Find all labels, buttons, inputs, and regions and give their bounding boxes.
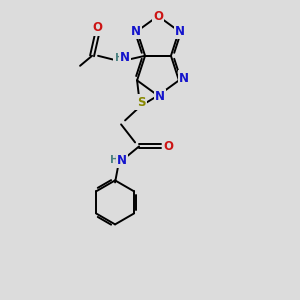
Text: H: H [110,155,118,165]
Text: O: O [153,10,163,22]
Text: N: N [131,25,141,38]
Text: O: O [92,21,102,34]
Text: N: N [179,72,189,85]
Text: O: O [163,140,173,153]
Text: N: N [155,90,165,103]
Text: N: N [120,51,130,64]
Text: S: S [137,96,145,109]
Text: N: N [117,154,127,167]
Text: H: H [115,53,123,63]
Text: N: N [175,25,185,38]
